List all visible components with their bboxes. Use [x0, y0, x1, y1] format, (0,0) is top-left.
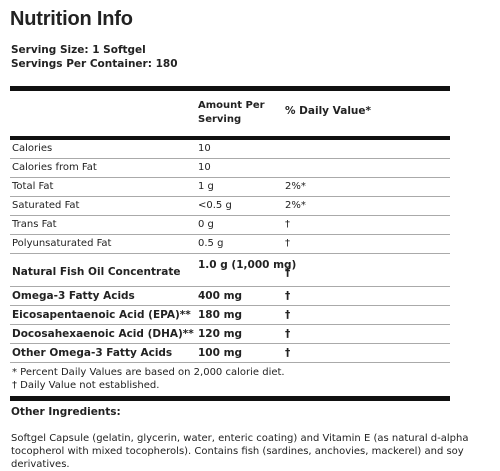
nutrient-amount: 400 mg: [198, 290, 243, 302]
daily-value-header: % Daily Value*: [285, 105, 371, 117]
nutrient-amount: 10: [198, 143, 211, 154]
nutrient-name: Saturated Fat: [12, 200, 80, 211]
nutrient-name: Other Omega-3 Fatty Acids: [12, 347, 173, 359]
nutrient-name: Total Fat: [12, 181, 54, 192]
nutrient-daily-value: †: [285, 309, 291, 321]
serving-size: Serving Size: 1 Softgel: [11, 44, 146, 56]
nutrient-daily-value: †: [285, 267, 291, 279]
footnote-not-established: † Daily Value not established.: [12, 380, 160, 391]
nutrient-amount: 180 mg: [198, 309, 243, 321]
table-row: Natural Fish Oil Concentrate 1.0 g (1,00…: [10, 254, 450, 287]
table-row: Omega-3 Fatty Acids 400 mg †: [10, 287, 450, 306]
nutrient-amount: 1 g: [198, 181, 214, 192]
table-row: Calories from Fat 10: [10, 159, 450, 178]
nutrient-daily-value: †: [285, 219, 290, 230]
other-ingredients-text: Softgel Capsule (gelatin, glycerin, wate…: [11, 433, 469, 470]
table-footnotes: * Percent Daily Values are based on 2,00…: [10, 363, 450, 396]
table-row: Other Omega-3 Fatty Acids 100 mg †: [10, 344, 450, 363]
nutrient-name: Calories from Fat: [12, 162, 97, 173]
table-row: Total Fat 1 g 2%*: [10, 178, 450, 197]
nutrient-name: Trans Fat: [12, 219, 57, 230]
table-header: Amount Per Serving % Daily Value*: [10, 91, 450, 140]
nutrient-daily-value: †: [285, 347, 291, 359]
table-row: Trans Fat 0 g †: [10, 216, 450, 235]
nutrient-name: Natural Fish Oil Concentrate: [12, 266, 181, 278]
nutrient-name: Polyunsaturated Fat: [12, 238, 112, 249]
nutrient-daily-value: †: [285, 290, 291, 302]
nutrient-daily-value: 2%*: [285, 200, 306, 211]
table-row: Calories 10: [10, 140, 450, 159]
other-ingredients-title: Other Ingredients:: [11, 406, 121, 418]
table-row: Eicosapentaenoic Acid (EPA)** 180 mg †: [10, 306, 450, 325]
nutrient-amount: 0 g: [198, 219, 214, 230]
table-row: Polyunsaturated Fat 0.5 g †: [10, 235, 450, 254]
nutrient-daily-value: 2%*: [285, 181, 306, 192]
nutrient-daily-value: †: [285, 328, 291, 340]
table-row: Saturated Fat <0.5 g 2%*: [10, 197, 450, 216]
nutrition-facts-table: Amount Per Serving % Daily Value* Calori…: [10, 86, 450, 401]
page-title: Nutrition Info: [10, 8, 133, 30]
nutrient-amount: 100 mg: [198, 347, 243, 359]
amount-per-serving-header: Amount Per Serving: [198, 100, 265, 125]
nutrient-amount: 0.5 g: [198, 238, 224, 249]
footnote-daily-values: * Percent Daily Values are based on 2,00…: [12, 367, 285, 378]
nutrient-amount: 120 mg: [198, 328, 243, 340]
nutrient-name: Docosahexaenoic Acid (DHA)**: [12, 328, 194, 340]
nutrient-name: Eicosapentaenoic Acid (EPA)**: [12, 309, 191, 321]
nutrient-name: Calories: [12, 143, 53, 154]
nutrient-amount: 1.0 g (1,000 mg): [198, 259, 297, 271]
nutrient-name: Omega-3 Fatty Acids: [12, 290, 135, 302]
serving-info: Serving Size: 1 Softgel Servings Per Con…: [11, 43, 178, 71]
nutrient-daily-value: †: [285, 238, 290, 249]
nutrient-amount: <0.5 g: [198, 200, 232, 211]
servings-per-container: Servings Per Container: 180: [11, 58, 178, 70]
table-row: Docosahexaenoic Acid (DHA)** 120 mg †: [10, 325, 450, 344]
nutrient-amount: 10: [198, 162, 211, 173]
